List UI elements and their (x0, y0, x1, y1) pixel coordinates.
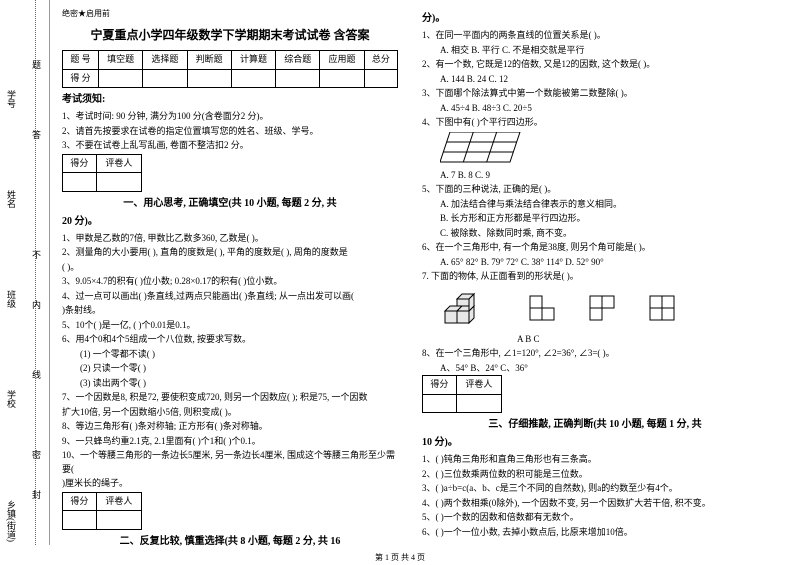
notice-item: 3、不要在试卷上乱写乱画, 卷面不整洁扣2 分。 (62, 139, 398, 153)
q: 3、( )a÷b=c(a、b、c是三个不同的自然数), 则a的约数至少有4个。 (422, 482, 768, 496)
seal-char: 不 (30, 250, 43, 259)
q: 8、在一个三角形中, ∠1=120°, ∠2=36°, ∠3=( )。 (422, 347, 768, 361)
q: 8、等边三角形有( )条对称轴; 正方形有( )条对称轴。 (62, 420, 398, 434)
q: 3、下面哪个除法算式中第一个数能被第二数整除( )。 (422, 87, 768, 101)
q: 6、用4个0和4个5组成一个八位数, 按要求写数。 (62, 333, 398, 347)
dotted-fold-line (35, 0, 36, 545)
right-column: 分)。 1、在同一平面内的两条直线的位置关系是( )。 A. 相交 B. 平行 … (410, 0, 780, 545)
section-2-cont: 分)。 (422, 11, 768, 26)
q: )条射线。 (62, 304, 398, 318)
th: 总分 (364, 51, 397, 70)
q: 2、( )三位数乘两位数的积可能是三位数。 (422, 468, 768, 482)
q: 扩大10倍, 另一个因数缩小5倍, 则积变成( )。 (62, 406, 398, 420)
q: 6、( )一个一位小数, 去掉小数点后, 比原来增加10倍。 (422, 526, 768, 540)
seal-char: 线 (30, 370, 43, 379)
notice-item: 2、请首先按要求在试卷的指定位置填写您的姓名、班级、学号。 (62, 125, 398, 139)
q: 10、一个等腰三角形的一条边长5厘米, 另一条边长4厘米, 围成这个等腰三角形至… (62, 449, 398, 476)
notice-title: 考试须知: (62, 92, 398, 107)
q: (2) 只读一个零( ) (62, 362, 398, 376)
margin-label: 学号 (5, 90, 18, 108)
opts: A、54° B、24° C、36° (422, 362, 768, 376)
q: 4、下图中有( )个平行四边形。 (422, 116, 768, 130)
notice-item: 1、考试时间: 90 分钟, 满分为100 分(含卷面分2 分)。 (62, 110, 398, 124)
q: 5、下面的三种说法, 正确的是( )。 (422, 183, 768, 197)
section-1-cont: 20 分)。 (62, 214, 398, 229)
opts: A. 相交 B. 平行 C. 不是相交就是平行 (422, 44, 768, 58)
q: (1) 一个零都不读( ) (62, 348, 398, 362)
q: 6、在一个三角形中, 有一个角是38度, 则另个角可能是( )。 (422, 241, 768, 255)
section-3-cont: 10 分)。 (422, 435, 768, 450)
margin-label: 乡镇(街道) (5, 500, 18, 542)
margin-label: 班级 (5, 290, 18, 308)
seal-char: 题 (30, 60, 43, 69)
section-1-title: 一、用心思考, 正确填空(共 10 小题, 每题 2 分, 共 (62, 196, 398, 211)
q: 4、( )两个数相乘(0除外), 一个因数不变, 另一个因数扩大若干倍, 积不变… (422, 497, 768, 511)
q: B. 长方形和正方形都是平行四边形。 (422, 212, 768, 226)
marker-box: 得分评卷人 (62, 492, 142, 530)
opts: A. 144 B. 24 C. 12 (422, 73, 768, 87)
q: 1、( )钝角三角形和直角三角形也有三条高。 (422, 453, 768, 467)
binding-margin: 乡镇(街道) 学校 班级 姓名 学号 封 密 线 内 不 答 题 (0, 0, 50, 545)
opts: A B C (422, 333, 768, 347)
exam-title: 宁夏重点小学四年级数学下学期期末考试试卷 含答案 (62, 26, 398, 44)
q: 4、过一点可以画出( )条直线,过两点只能画出( )条直线; 从一点出发可以画( (62, 290, 398, 304)
q: 1、甲数是乙数的7倍, 甲数比乙数多360, 乙数是( )。 (62, 232, 398, 246)
th: 应用题 (320, 51, 364, 70)
left-column: 绝密★启用前 宁夏重点小学四年级数学下学期期末考试试卷 含答案 题 号 填空题 … (50, 0, 410, 545)
seal-char: 封 (30, 490, 43, 499)
q: C. 被除数、除数同时乘, 商不变。 (422, 227, 768, 241)
margin-label: 姓名 (5, 190, 18, 208)
q: 7. 下面的物体, 从正面看到的形状是( )。 (422, 270, 768, 284)
th: 判断题 (187, 51, 231, 70)
page-footer: 第 1 页 共 4 页 (0, 552, 800, 563)
secret-note: 绝密★启用前 (62, 8, 398, 20)
q: 2、测量角的大小要用( ), 直角的度数是( ), 平角的度数是( ), 周角的… (62, 246, 398, 260)
q: ( )。 (62, 261, 398, 275)
th: 题 号 (63, 51, 99, 70)
marker-box: 得分评卷人 (62, 154, 142, 192)
q: A. 加法结合律与乘法结合律表示的意义相同。 (422, 198, 768, 212)
opts: A. 65° 82° B. 79° 72° C. 38° 114° D. 52°… (422, 256, 768, 270)
cube-views-figure (440, 286, 768, 331)
q: 1、在同一平面内的两条直线的位置关系是( )。 (422, 29, 768, 43)
q: 5、( )一个数的因数和倍数都有无数个。 (422, 511, 768, 525)
q: (3) 读出两个零( ) (62, 377, 398, 391)
seal-char: 答 (30, 130, 43, 139)
th: 填空题 (98, 51, 142, 70)
opts: A. 45÷4 B. 48÷3 C. 20÷5 (422, 102, 768, 116)
q: 2、有一个数, 它既是12的倍数, 又是12的因数, 这个数是( )。 (422, 58, 768, 72)
marker-box: 得分评卷人 (422, 375, 502, 413)
q: 7、一个因数是8, 积是72, 要使积变成720, 则另一个因数应( ); 积是… (62, 391, 398, 405)
seal-char: 内 (30, 300, 43, 309)
seal-char: 密 (30, 450, 43, 459)
th: 综合题 (276, 51, 320, 70)
q: 3、9.05×4.7的积有( )位小数; 0.28×0.17的积有( )位小数。 (62, 275, 398, 289)
parallelogram-figure (440, 132, 768, 167)
th: 选择题 (143, 51, 187, 70)
q: 5、10个( )是一亿, ( )个0.01是0.1。 (62, 319, 398, 333)
opts: A. 7 B. 8 C. 9 (422, 169, 768, 183)
q: )厘米长的绳子。 (62, 477, 398, 491)
section-3-title: 三、仔细推敲, 正确判断(共 10 小题, 每题 1 分, 共 (422, 417, 768, 432)
th: 得 分 (63, 69, 99, 88)
th: 计算题 (231, 51, 275, 70)
score-table: 题 号 填空题 选择题 判断题 计算题 综合题 应用题 总分 得 分 (62, 50, 398, 88)
q: 9、一只蜂鸟约重2.1克, 2.1里面有( )个1和( )个0.1。 (62, 435, 398, 449)
margin-label: 学校 (5, 390, 18, 408)
section-2-title: 二、反复比较, 慎重选择(共 8 小题, 每题 2 分, 共 16 (62, 534, 398, 549)
